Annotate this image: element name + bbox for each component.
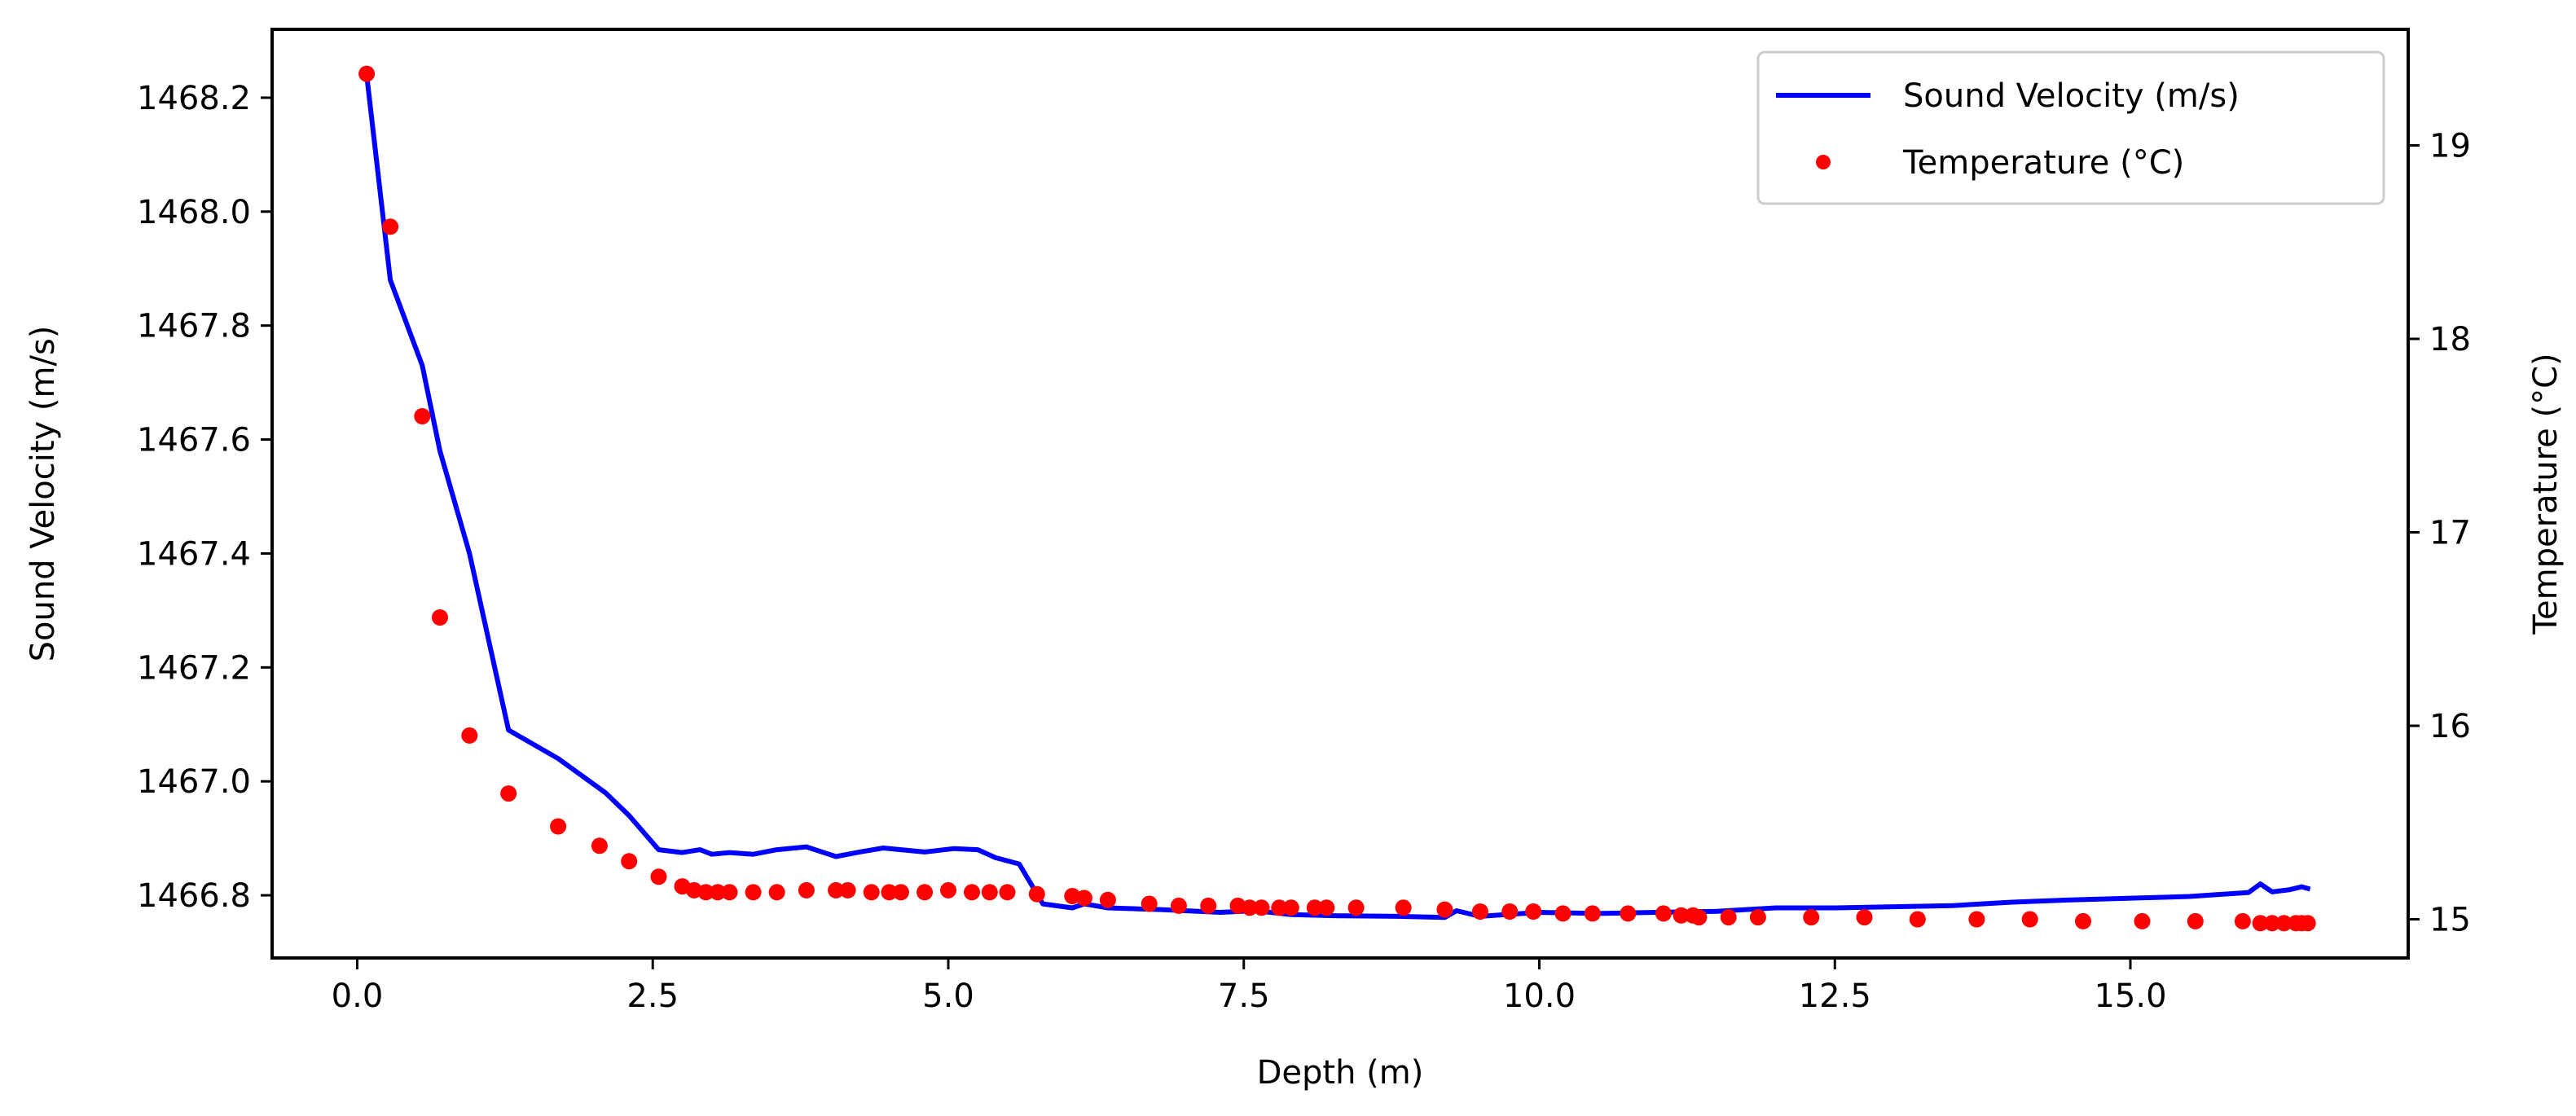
- temperature-point: [1856, 909, 1873, 926]
- legend-label-temperature: Temperature (°C): [1902, 144, 2184, 182]
- temperature-point: [650, 868, 667, 885]
- temperature-point: [2075, 912, 2091, 929]
- y2-tick-label: 19: [2429, 128, 2471, 165]
- temperature-point: [621, 853, 638, 870]
- temperature-point: [1690, 909, 1708, 926]
- temperature-point: [1584, 905, 1601, 922]
- temperature-point: [1099, 891, 1116, 908]
- temperature-point: [863, 884, 880, 901]
- x-tick-label: 5.0: [922, 978, 974, 1015]
- temperature-point: [358, 65, 376, 82]
- legend-dot-swatch: [1816, 155, 1831, 169]
- temperature-point: [981, 884, 998, 901]
- y2-tick-label: 16: [2429, 708, 2471, 745]
- x-tick-label: 15.0: [2094, 978, 2166, 1015]
- temperature-point: [432, 609, 448, 626]
- y-tick-label: 1467.4: [137, 535, 251, 573]
- temperature-point: [1501, 903, 1519, 920]
- temperature-point: [1436, 901, 1453, 918]
- temperature-point: [1554, 905, 1572, 922]
- ticks-layer: 0.0 2.5 5.0 7.5 10.0 12.5 15.0 1466.8 1467.0 1467…: [137, 80, 2471, 1015]
- y2-tick-label: 15: [2429, 902, 2471, 939]
- y-tick-label: 1467.2: [137, 649, 251, 687]
- temperature-point: [1673, 907, 1690, 924]
- temperature-point: [2234, 912, 2251, 929]
- temperature-point: [1170, 897, 1187, 914]
- x-tick-label: 12.5: [1799, 978, 1871, 1015]
- x-tick-label: 10.0: [1503, 978, 1576, 1015]
- y-tick-label: 1468.0: [137, 194, 251, 231]
- x-tick-label: 0.0: [332, 978, 384, 1015]
- plot-series: [358, 65, 2316, 932]
- legend: Sound Velocity (m/s) Temperature (°C): [1756, 51, 2385, 205]
- y-tick-label: 1468.2: [137, 80, 251, 117]
- temperature-point: [1471, 903, 1488, 920]
- temperature-point: [382, 218, 399, 235]
- temperature-point: [2187, 912, 2204, 929]
- legend-label-sound-velocity: Sound Velocity (m/s): [1903, 77, 2240, 115]
- temperature-point: [798, 881, 815, 899]
- temperature-point: [1271, 899, 1288, 916]
- temperature-point: [1028, 885, 1045, 903]
- temperature-point: [550, 818, 567, 835]
- temperature-point: [1720, 909, 1737, 926]
- temperature-point: [2021, 911, 2038, 928]
- temperature-point: [1075, 890, 1092, 907]
- temperature-point: [964, 884, 980, 901]
- temperature-point: [1909, 911, 1926, 928]
- temperature-point: [1318, 899, 1335, 916]
- y-axis-label: Sound Velocity (m/s): [24, 326, 62, 662]
- temperature-point: [1282, 899, 1299, 916]
- temperature-point: [839, 881, 856, 899]
- temperature-point: [2275, 915, 2292, 932]
- temperature-point: [1253, 899, 1270, 916]
- temperature-point: [461, 727, 478, 744]
- temperature-point: [1968, 911, 1985, 928]
- temperature-point: [710, 884, 726, 901]
- plot-frame: [270, 28, 2410, 960]
- temperature-point: [500, 785, 517, 802]
- temperature-point: [1655, 905, 1672, 922]
- temperature-point: [881, 884, 898, 901]
- legend-box: [1756, 51, 2385, 205]
- y-tick-label: 1466.8: [137, 877, 251, 915]
- y-tick-label: 1467.8: [137, 308, 251, 345]
- temperature-point: [1803, 909, 1820, 926]
- temperature-point: [1242, 899, 1258, 916]
- x-tick-label: 7.5: [1218, 978, 1270, 1015]
- temperature-point: [768, 884, 785, 901]
- temperature-point: [414, 408, 431, 424]
- temperature-point: [917, 884, 933, 901]
- y2-tick-label: 17: [2429, 515, 2471, 552]
- temperature-point: [721, 884, 738, 901]
- temperature-point: [1141, 895, 1158, 912]
- temperature-point: [1749, 909, 1766, 926]
- x-tick-label: 2.5: [626, 978, 679, 1015]
- temperature-point: [1200, 897, 1217, 914]
- temperature-point: [999, 884, 1016, 901]
- temperature-point: [697, 884, 714, 901]
- temperature-point: [591, 837, 608, 855]
- temperature-point: [2299, 915, 2316, 932]
- y2-axis-label: Temperature (°C): [2527, 353, 2565, 635]
- temperature-point: [2134, 912, 2151, 929]
- temperature-point: [940, 881, 956, 899]
- x-axis-label: Depth (m): [1257, 1054, 1424, 1092]
- temperature-point: [2252, 915, 2269, 932]
- temperature-point: [1306, 899, 1323, 916]
- temperature-point: [1347, 899, 1365, 916]
- y2-tick-label: 18: [2429, 321, 2471, 358]
- temperature-point: [1620, 905, 1637, 922]
- y-tick-label: 1467.0: [137, 763, 251, 801]
- temperature-point: [892, 884, 909, 901]
- temperature-point: [828, 881, 845, 899]
- temperature-point: [2264, 915, 2281, 932]
- temperature-point: [745, 884, 762, 901]
- temperature-point: [1395, 899, 1412, 916]
- temperature-point: [1525, 903, 1542, 920]
- y-tick-label: 1467.6: [137, 422, 251, 459]
